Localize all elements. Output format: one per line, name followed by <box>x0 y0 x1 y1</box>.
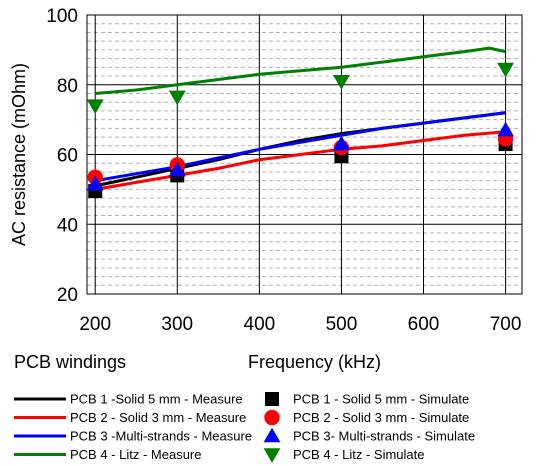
legend-swatch-pcb-1-solid-5-mm-simulate <box>265 392 279 406</box>
legend-label-pcb-2-solid-3-mm-simulate: PCB 2 - Solid 3 mm - Simulate <box>293 410 469 425</box>
y-tick-label: 20 <box>57 285 78 306</box>
marker-pcb-3-multi-strands-simulate <box>333 135 350 151</box>
legend-swatch-pcb-2-solid-3-mm-simulate <box>264 409 280 426</box>
marker-pcb-3-multi-strands-simulate <box>86 175 104 191</box>
x-tick-label: 300 <box>161 314 193 335</box>
series-lines <box>94 46 506 191</box>
legend-label-pcb-3-multi-strands-measure: PCB 3 -Multi-strands - Measure <box>70 429 252 444</box>
marker-pcb-3-multi-strands-simulate <box>497 121 514 137</box>
y-tick-label: 80 <box>57 76 78 97</box>
legend: PCB 1 -Solid 5 mm - Measure PCB 2 - Solid… <box>14 392 475 463</box>
series-line-pcb-3-multi-strands-measure <box>94 111 506 183</box>
legend-label-pcb-1-solid-5-mm-measure: PCB 1 -Solid 5 mm - Measure <box>70 392 243 407</box>
marker-pcb-4-litz-simulate <box>168 90 186 106</box>
legend-label-pcb-4-litz-simulate: PCB 4 - Litz - Simulate <box>293 447 425 462</box>
legend-label-pcb-1-solid-5-mm-simulate: PCB 1 - Solid 5 mm - Simulate <box>293 392 469 407</box>
x-tick-labels: 200 300 400 500 600 700 <box>79 314 521 335</box>
legend-swatch-pcb-4-litz-simulate <box>263 448 281 463</box>
x-tick-label: 600 <box>408 314 440 335</box>
marker-pcb-4-litz-simulate <box>497 62 514 78</box>
legend-label-pcb-4-litz-measure: PCB 4 - Litz - Measure <box>70 447 202 462</box>
series-line-pcb-1-solid-5-mm-measure <box>94 111 506 188</box>
grid <box>87 15 522 294</box>
marker-pcb-4-litz-simulate <box>86 99 104 115</box>
y-tick-label: 60 <box>57 146 78 167</box>
series-markers <box>86 62 514 199</box>
corner-label: PCB windings <box>14 352 126 372</box>
marker-pcb-3-multi-strands-simulate <box>168 161 186 177</box>
series-line-pcb-4-litz-measure <box>95 46 506 95</box>
y-axis-label: AC resistance (mOhm) <box>9 63 29 246</box>
legend-label-pcb-3-multi-strands-simulate: PCB 3- Multi-strands - Simulate <box>293 429 475 444</box>
x-tick-label: 700 <box>490 314 522 335</box>
series-line-pcb-2-solid-3-mm-measure <box>94 130 506 191</box>
x-tick-label: 400 <box>244 314 276 335</box>
x-axis-label: Frequency (kHz) <box>248 352 381 372</box>
y-tick-labels: 20 40 60 80 100 <box>46 6 78 306</box>
x-tick-label: 200 <box>79 314 111 335</box>
x-tick-label: 500 <box>326 314 358 335</box>
legend-label-pcb-2-solid-3-mm-measure: PCB 2 - Solid 3 mm - Measure <box>70 410 246 425</box>
marker-pcb-4-litz-simulate <box>333 74 350 90</box>
y-tick-label: 40 <box>57 215 78 236</box>
legend-swatch-pcb-3-multi-strands-simulate <box>263 427 281 443</box>
y-tick-label: 100 <box>46 6 78 27</box>
plot-frame <box>86 14 523 295</box>
